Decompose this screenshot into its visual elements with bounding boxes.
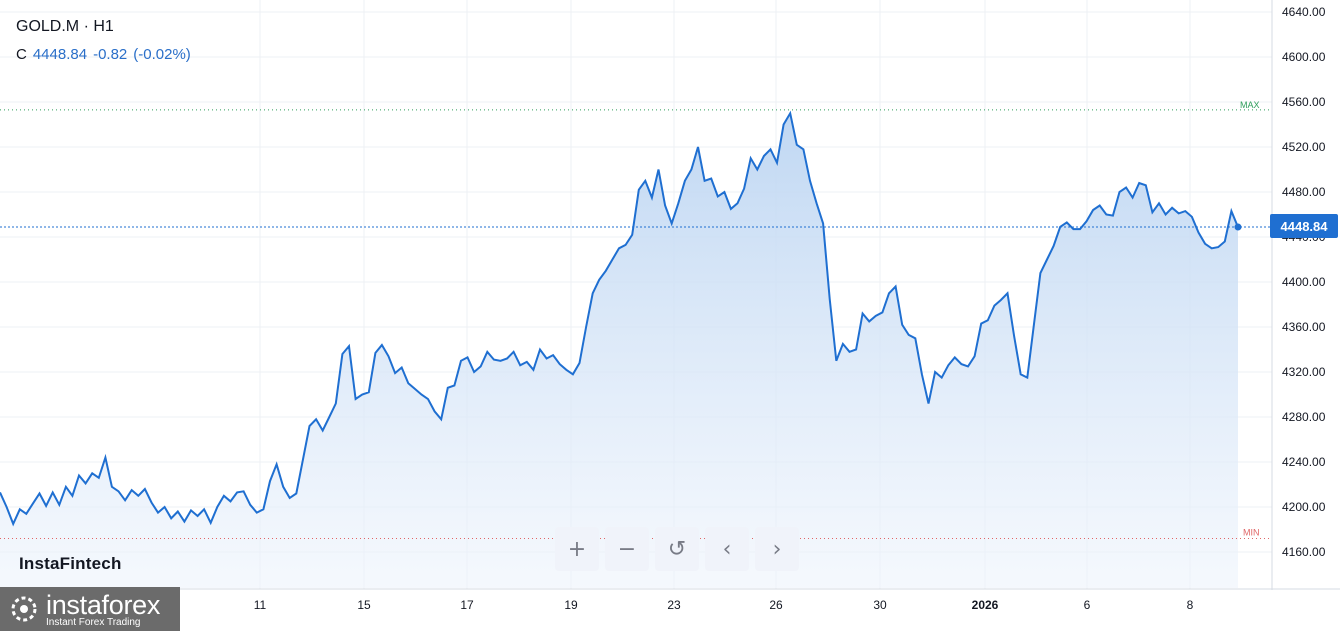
y-tick-label: 4480.00 bbox=[1282, 185, 1326, 199]
x-tick-label: 26 bbox=[769, 598, 783, 612]
y-tick-label: 4160.00 bbox=[1282, 545, 1326, 559]
y-tick-label: 4400.00 bbox=[1282, 275, 1326, 289]
close-price: 4448.84 bbox=[32, 46, 88, 63]
x-tick-label: 19 bbox=[564, 598, 578, 612]
x-axis: 11 15 17 19 23 26 30 2026 6 8 bbox=[254, 598, 1194, 612]
x-tick-label: 2026 bbox=[972, 598, 999, 612]
scroll-right-button[interactable]: › bbox=[755, 527, 799, 571]
watermark: InstaFintech bbox=[19, 554, 122, 573]
zoom-in-button[interactable]: + bbox=[555, 527, 599, 571]
y-tick-label: 4520.00 bbox=[1282, 140, 1326, 154]
price-line bbox=[0, 110, 1239, 527]
min-label: MIN bbox=[1243, 528, 1260, 538]
x-tick-label: 23 bbox=[667, 598, 681, 612]
logo-name: instaforex bbox=[46, 590, 161, 620]
x-tick-label: 17 bbox=[460, 598, 474, 612]
price-change-percent: (-0.02%) bbox=[133, 46, 191, 63]
x-tick-label: 30 bbox=[873, 598, 887, 612]
logo-icon bbox=[11, 596, 37, 622]
instaforex-logo[interactable]: instaforex Instant Forex Trading bbox=[0, 587, 180, 631]
scroll-left-button[interactable]: ‹ bbox=[705, 527, 749, 571]
logo-tagline: Instant Forex Trading bbox=[46, 617, 141, 628]
chart-legend: GOLD.M · H1 C 4448.84 -0.82 (-0.02%) bbox=[16, 18, 197, 63]
quote-line: C 4448.84 -0.82 (-0.02%) bbox=[16, 46, 197, 63]
last-price-badge: 4448.84 bbox=[1270, 214, 1338, 238]
y-tick-label: 4240.00 bbox=[1282, 455, 1326, 469]
y-tick-label: 4280.00 bbox=[1282, 410, 1326, 424]
x-tick-label: 11 bbox=[254, 598, 267, 612]
x-tick-label: 8 bbox=[1187, 598, 1194, 612]
chart-toolbar: + − ↺ ‹ › bbox=[555, 527, 799, 571]
y-tick-label: 4560.00 bbox=[1282, 95, 1326, 109]
price-area-fill bbox=[0, 113, 1238, 589]
last-price-dot bbox=[1234, 223, 1242, 231]
price-change: -0.82 bbox=[93, 46, 128, 63]
y-tick-label: 4360.00 bbox=[1282, 320, 1326, 334]
zoom-out-button[interactable]: − bbox=[605, 527, 649, 571]
y-tick-label: 4640.00 bbox=[1282, 5, 1326, 19]
x-tick-label: 6 bbox=[1084, 598, 1091, 612]
y-tick-label: 4600.00 bbox=[1282, 50, 1326, 64]
y-tick-label: 4200.00 bbox=[1282, 500, 1326, 514]
symbol-title: GOLD.M · H1 bbox=[16, 18, 114, 35]
close-label: C bbox=[16, 46, 27, 63]
y-axis: 4640.004600.004560.004520.004480.004440.… bbox=[1282, 5, 1326, 559]
max-label: MAX bbox=[1240, 100, 1260, 110]
y-tick-label: 4320.00 bbox=[1282, 365, 1326, 379]
reset-view-button[interactable]: ↺ bbox=[655, 527, 699, 571]
x-tick-label: 15 bbox=[357, 598, 371, 612]
